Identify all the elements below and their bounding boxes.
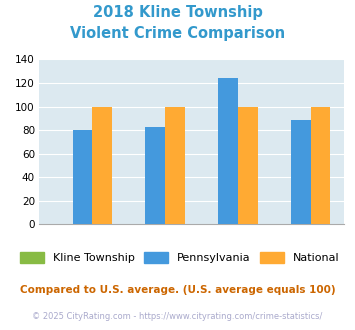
Bar: [92, 107, 112, 224]
Legend: Kline Township, Pennsylvania, National: Kline Township, Pennsylvania, National: [20, 252, 340, 263]
Bar: [291, 119, 311, 224]
Bar: [311, 107, 331, 224]
Bar: [165, 107, 185, 224]
Bar: [146, 127, 165, 224]
Text: 2018 Kline Township: 2018 Kline Township: [93, 5, 262, 20]
Bar: [72, 130, 92, 224]
Text: Violent Crime Comparison: Violent Crime Comparison: [70, 26, 285, 41]
Text: Compared to U.S. average. (U.S. average equals 100): Compared to U.S. average. (U.S. average …: [20, 285, 335, 295]
Bar: [218, 78, 238, 224]
Bar: [238, 107, 258, 224]
Text: © 2025 CityRating.com - https://www.cityrating.com/crime-statistics/: © 2025 CityRating.com - https://www.city…: [32, 312, 323, 321]
